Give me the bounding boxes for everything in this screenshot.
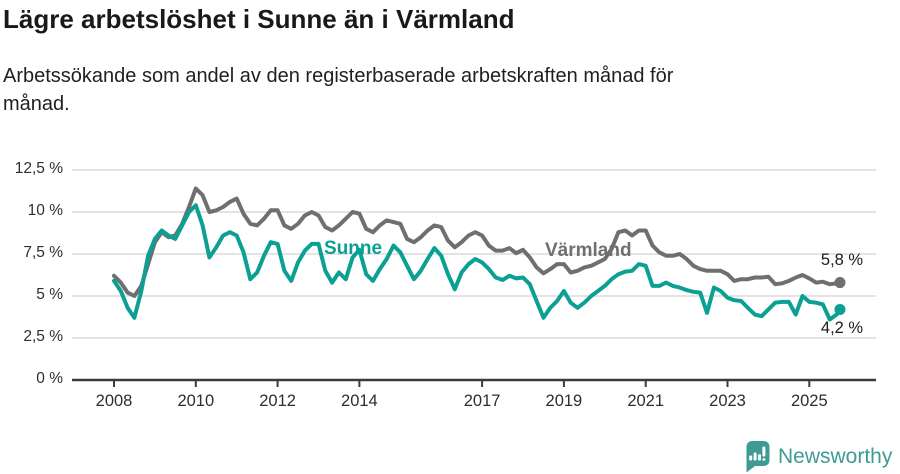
end-value-label-varmland: 5,8 % <box>820 251 864 269</box>
newsworthy-logo[interactable]: Newsworthy <box>741 441 892 473</box>
series-label-varmland: Värmland <box>545 240 632 261</box>
line-chart: 0 % 2,5 % 5 % 7,5 % 10 % 12,5 % 2008 2010 2012 20… <box>14 160 876 410</box>
x-axis-label: 2008 <box>95 392 133 410</box>
x-axis-label: 2023 <box>709 392 746 410</box>
x-axis-label: 2019 <box>545 392 583 410</box>
y-axis-label: 7,5 % <box>23 244 63 261</box>
x-axis-label: 2014 <box>341 392 378 410</box>
y-axis-label: 10 % <box>27 202 63 219</box>
y-axis-label: 2,5 % <box>23 328 63 345</box>
x-axis-label: 2010 <box>177 392 215 410</box>
page-title: Lägre arbetslöshet i Sunne än i Värmland <box>3 4 515 34</box>
x-axis-label: 2021 <box>627 392 665 410</box>
y-axis-label: 0 % <box>36 370 63 387</box>
newsworthy-logo-text: Newsworthy <box>778 445 893 468</box>
x-axis-label: 2017 <box>463 392 501 410</box>
y-axis-label: 5 % <box>36 286 63 303</box>
page-subtitle: Arbetssökande som andel av den registerb… <box>3 65 674 116</box>
x-axis-label: 2012 <box>259 392 296 410</box>
series-label-sunne: Sunne <box>324 238 383 259</box>
y-axis-label: 12,5 % <box>14 160 63 177</box>
chart-canvas <box>72 169 876 387</box>
newsworthy-logo-icon <box>746 441 770 473</box>
end-value-label-sunne: 4,2 % <box>820 319 864 337</box>
x-axis-label: 2025 <box>790 392 828 410</box>
